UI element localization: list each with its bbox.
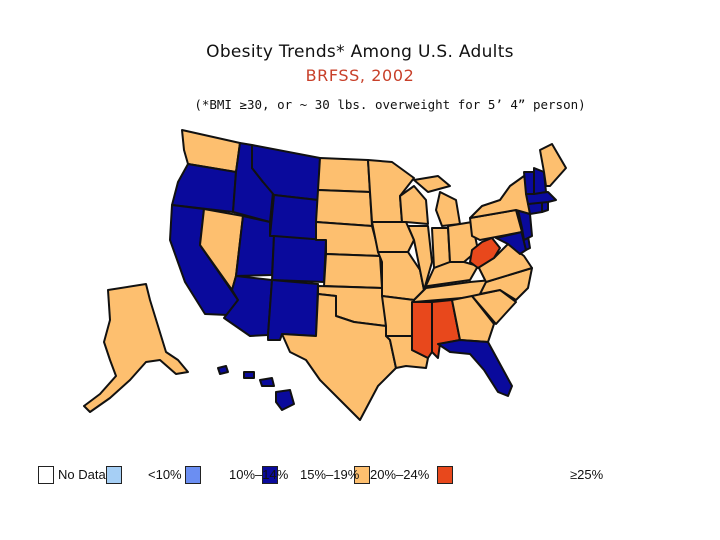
state-ms	[411, 301, 433, 359]
state-hi-4	[275, 389, 295, 411]
legend-label-3: 15%–19%	[300, 467, 360, 482]
state-nh	[533, 167, 547, 195]
state-or	[171, 163, 237, 213]
state-tx	[281, 293, 397, 421]
state-ak	[83, 283, 189, 413]
map-subtitle: BRFSS, 2002	[305, 66, 415, 85]
legend-swatch-0	[38, 466, 54, 484]
legend-swatch-2	[185, 466, 201, 484]
legend-swatch-4	[354, 466, 370, 484]
legend-swatch-5	[437, 466, 453, 484]
legend-swatch-1	[106, 466, 122, 484]
state-hi-3	[259, 377, 275, 387]
state-nm	[267, 279, 319, 341]
state-hi-1	[217, 365, 229, 375]
legend-label-2: 10%–14%	[229, 467, 289, 482]
legend-label-0: No Data	[58, 467, 106, 482]
state-ia	[371, 221, 415, 253]
legend-label-1: <10%	[148, 467, 182, 482]
state-ky	[423, 261, 479, 291]
state-ga	[451, 295, 495, 343]
state-vt	[523, 171, 535, 195]
state-hi-2	[243, 371, 255, 379]
state-ne	[315, 221, 381, 257]
state-md	[495, 231, 527, 255]
map-footnote: (*BMI ≥30, or ~ 30 lbs. overweight for 5…	[194, 97, 586, 112]
state-nd	[317, 157, 371, 193]
legend-label-5: ≥25%	[570, 467, 604, 482]
map-title: Obesity Trends* Among U.S. Adults	[206, 42, 514, 62]
state-fl	[437, 339, 513, 397]
legend-swatch-3	[262, 466, 278, 484]
state-me	[539, 143, 567, 187]
state-sd	[315, 189, 373, 227]
state-ut	[235, 215, 275, 277]
state-co	[271, 235, 327, 283]
legend-label-4: 20%–24%	[370, 467, 430, 482]
state-ar	[381, 295, 415, 337]
state-ny	[469, 175, 531, 219]
state-wy	[269, 194, 319, 241]
state-ks	[323, 253, 383, 289]
state-wv	[469, 237, 501, 269]
state-wi	[399, 185, 429, 225]
